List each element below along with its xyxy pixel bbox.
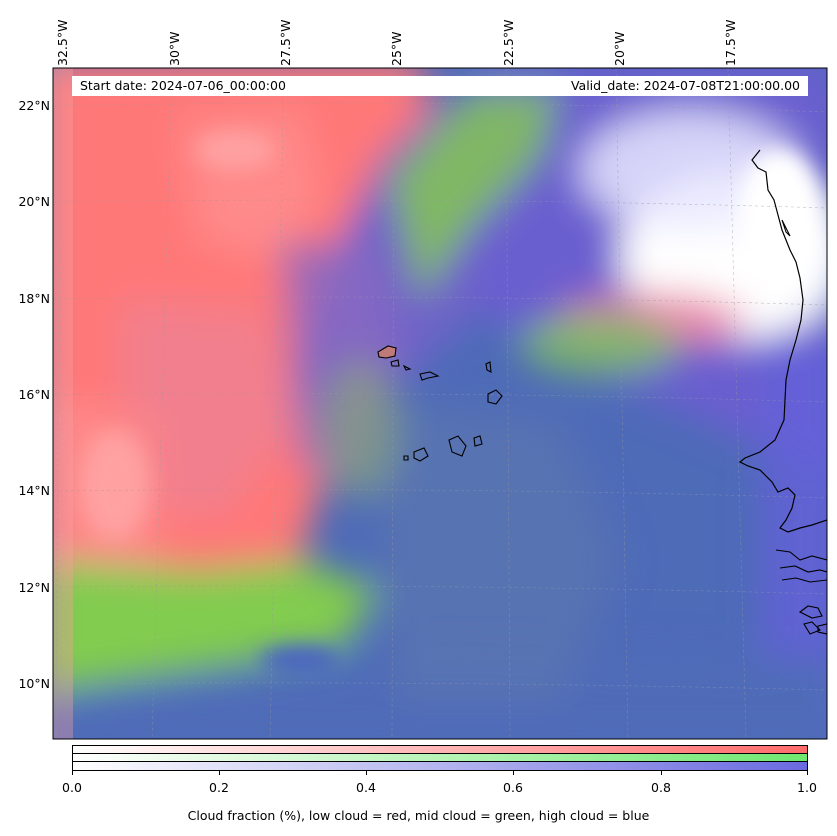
colorbar-tickmark	[807, 771, 808, 775]
lon-label-32-5w: 32.5°W	[55, 19, 70, 66]
lon-label-27-5w: 27.5°W	[278, 19, 293, 66]
colorbar-tickmark	[72, 771, 73, 775]
lon-label-20w: 20°W	[612, 31, 627, 66]
lat-label-10n: 10°N	[18, 676, 50, 691]
valid-date-text: Valid_date: 2024-07-08T21:00:00.00	[570, 78, 800, 93]
cloud-field	[53, 68, 827, 739]
cape-verde-islands	[377, 345, 503, 462]
lon-label-25w: 25°W	[389, 31, 404, 66]
lat-label-20n: 20°N	[18, 194, 50, 209]
graticule	[53, 68, 827, 739]
colorbar-tick-1-0: 1.0	[797, 780, 817, 795]
colorbar	[72, 745, 808, 771]
colorbar-high-cloud	[73, 762, 807, 770]
lon-label-22-5w: 22.5°W	[501, 19, 516, 66]
colorbar-label: Cloud fraction (%), low cloud = red, mid…	[187, 808, 650, 823]
lon-label-30w: 30°W	[167, 31, 182, 66]
colorbar-tickmark	[366, 771, 367, 775]
coastline-africa	[738, 149, 827, 533]
colorbar-low-cloud	[73, 746, 807, 754]
lat-label-16n: 16°N	[18, 387, 50, 402]
lat-label-14n: 14°N	[18, 483, 50, 498]
colorbar-tick-0: 0.0	[62, 780, 82, 795]
colorbar-tick-0-6: 0.6	[503, 780, 523, 795]
colorbar-tick-0-8: 0.8	[651, 780, 671, 795]
colorbar-tickmark	[219, 771, 220, 775]
colorbar-tickmark	[661, 771, 662, 775]
lon-label-17-5w: 17.5°W	[723, 19, 738, 66]
colorbar-tickmark	[513, 771, 514, 775]
lat-label-18n: 18°N	[18, 291, 50, 306]
lat-label-22n: 22°N	[18, 98, 50, 113]
lat-label-12n: 12°N	[18, 580, 50, 595]
colorbar-tick-0-4: 0.4	[356, 780, 376, 795]
colorbar-tick-0-2: 0.2	[209, 780, 229, 795]
date-info-bar: Start date: 2024-07-06_00:00:00 Valid_da…	[72, 76, 808, 96]
start-date-text: Start date: 2024-07-06_00:00:00	[80, 78, 286, 93]
colorbar-mid-cloud	[73, 754, 807, 762]
